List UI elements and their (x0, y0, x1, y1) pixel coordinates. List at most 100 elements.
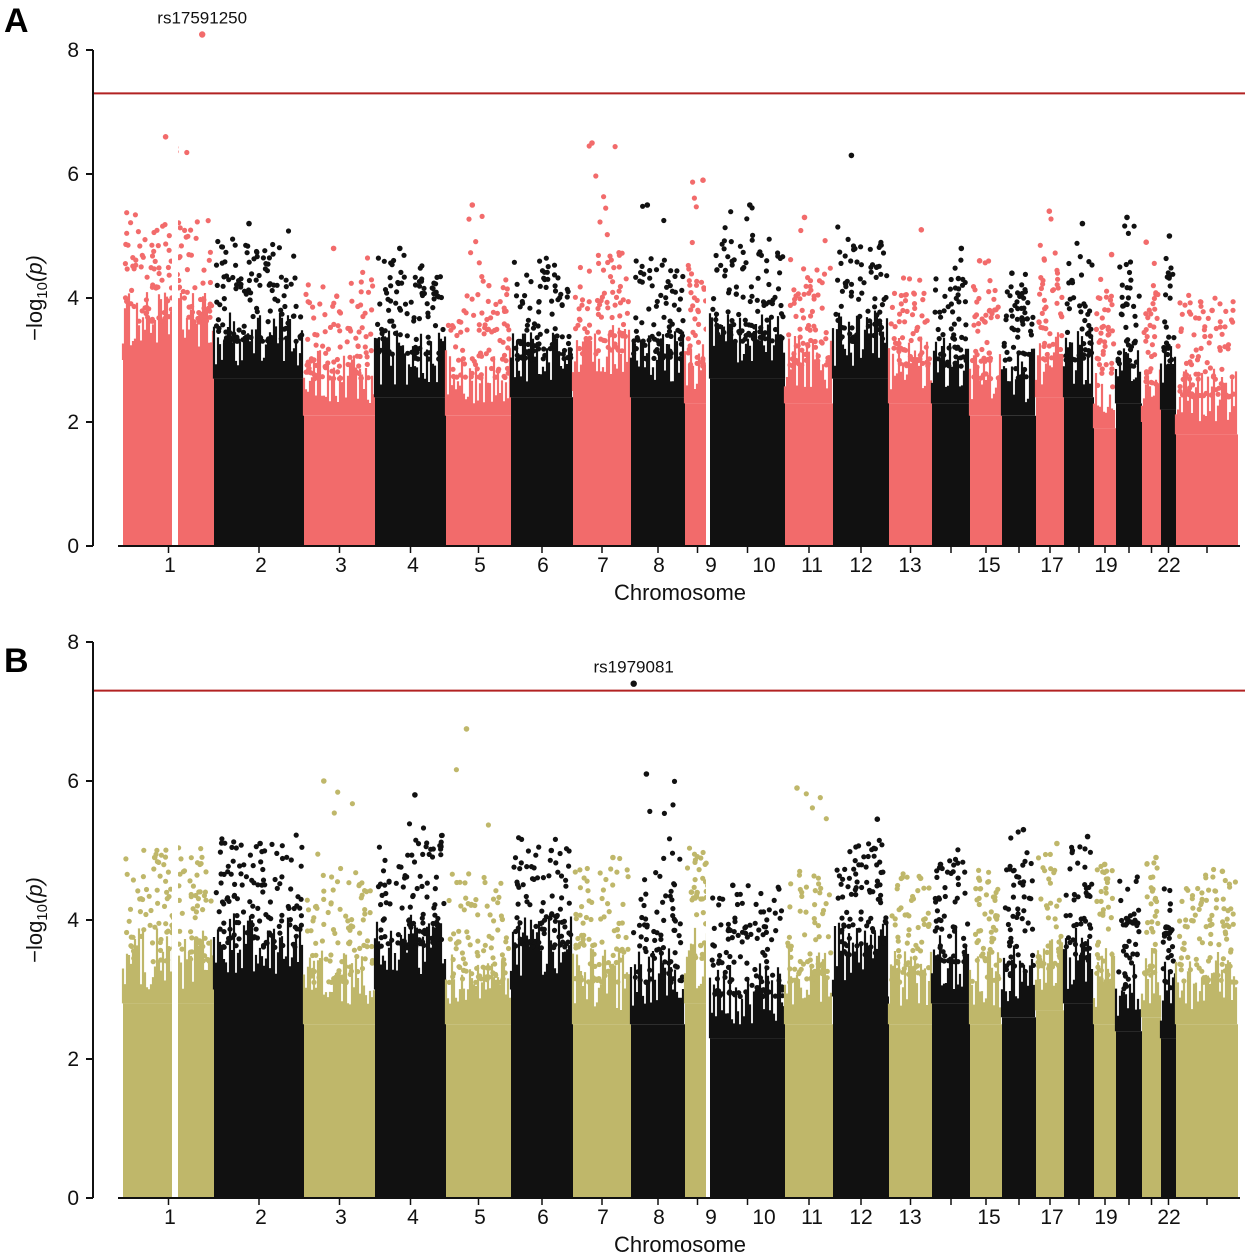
snp-point (586, 898, 592, 904)
chromosome-4-points (373, 245, 447, 546)
snp-point (721, 246, 727, 252)
snp-point (1055, 276, 1061, 282)
snp-point (1020, 350, 1026, 356)
snp-point (701, 940, 708, 946)
snp-point (711, 925, 717, 932)
snp-point (576, 306, 582, 312)
snp-point (839, 927, 845, 933)
snp-point (1046, 876, 1052, 882)
snp-point (651, 355, 657, 361)
snp-point (393, 880, 399, 886)
snp-point (678, 341, 685, 347)
snp-point (203, 869, 209, 875)
snp-point (158, 957, 164, 963)
snp-point (1150, 283, 1156, 289)
snp-point (613, 344, 619, 350)
snp-point (1219, 331, 1225, 337)
snp-point (349, 298, 355, 304)
snp-point (249, 922, 255, 928)
snp-point (1098, 898, 1104, 905)
x-tick-label: 6 (537, 1206, 549, 1229)
snp-point (729, 262, 735, 268)
snp-point (1038, 275, 1044, 281)
snp-point (961, 959, 967, 965)
snp-point (459, 976, 466, 982)
snp-point (1165, 955, 1171, 961)
snp-point (505, 345, 511, 351)
snp-point (1077, 844, 1083, 850)
snp-point (411, 351, 417, 357)
snp-point (926, 885, 932, 891)
snp-point (325, 909, 331, 916)
snp-point (969, 357, 976, 364)
snp-point (1189, 353, 1195, 359)
snp-point (1076, 352, 1082, 359)
snp-point (640, 203, 646, 209)
snp-point (865, 308, 871, 314)
snp-point (947, 858, 953, 864)
snp-point (636, 922, 643, 928)
snp-point (562, 944, 568, 950)
snp-point (1087, 849, 1093, 855)
snp-point (624, 867, 630, 873)
snp-point (325, 360, 331, 366)
snp-point (1230, 307, 1236, 313)
snp-point (1011, 963, 1018, 969)
snp-point (900, 969, 906, 975)
snp-point (349, 801, 355, 807)
snp-point (386, 307, 392, 313)
snp-point (920, 971, 926, 978)
snp-point (1220, 896, 1226, 902)
snp-point (1042, 306, 1048, 312)
snp-point (911, 301, 918, 307)
snp-point (393, 300, 399, 306)
snp-point (1019, 962, 1025, 968)
snp-point (1010, 894, 1017, 900)
chromosome-5-dense-points (446, 415, 511, 546)
snp-point (788, 257, 794, 263)
snp-point (219, 244, 225, 250)
snp-point (475, 938, 481, 944)
snp-point (1004, 289, 1010, 295)
snp-point (177, 254, 183, 260)
snp-point (991, 296, 997, 302)
snp-point (233, 943, 239, 949)
snp-point (712, 991, 718, 997)
snp-point (484, 903, 490, 909)
snp-point (732, 919, 738, 925)
snp-point (978, 928, 984, 934)
snp-point (440, 352, 447, 358)
snp-point (902, 319, 908, 325)
chromosome-20-dense-points (1116, 1031, 1142, 1198)
snp-point (693, 282, 700, 288)
snp-point (850, 243, 857, 249)
snp-point (858, 916, 864, 922)
snp-point (375, 255, 381, 261)
snp-point (600, 887, 607, 893)
snp-point (722, 974, 728, 980)
chromosome-14-peak-point (958, 245, 965, 252)
chromosome-17-ragged-edge (1034, 332, 1064, 398)
snp-point (772, 993, 778, 999)
snp-point (797, 868, 803, 875)
chromosome-22-dense-points (1161, 409, 1176, 546)
snp-point (1181, 978, 1187, 984)
snp-point (398, 269, 404, 275)
snp-point (1047, 331, 1053, 337)
snp-point (142, 237, 148, 243)
snp-point (1019, 282, 1025, 288)
snp-point (754, 988, 760, 995)
snp-point (1004, 349, 1010, 355)
snp-point (694, 360, 700, 366)
snp-point (1163, 292, 1169, 298)
snp-point (1205, 315, 1211, 321)
snp-point (725, 921, 732, 927)
snp-point (198, 846, 204, 852)
snp-point (605, 960, 612, 966)
snp-point (359, 325, 365, 331)
x-tick-label: 10 (752, 1206, 775, 1229)
snp-point (358, 895, 364, 901)
snp-point (360, 313, 366, 320)
snp-point (1198, 345, 1204, 351)
